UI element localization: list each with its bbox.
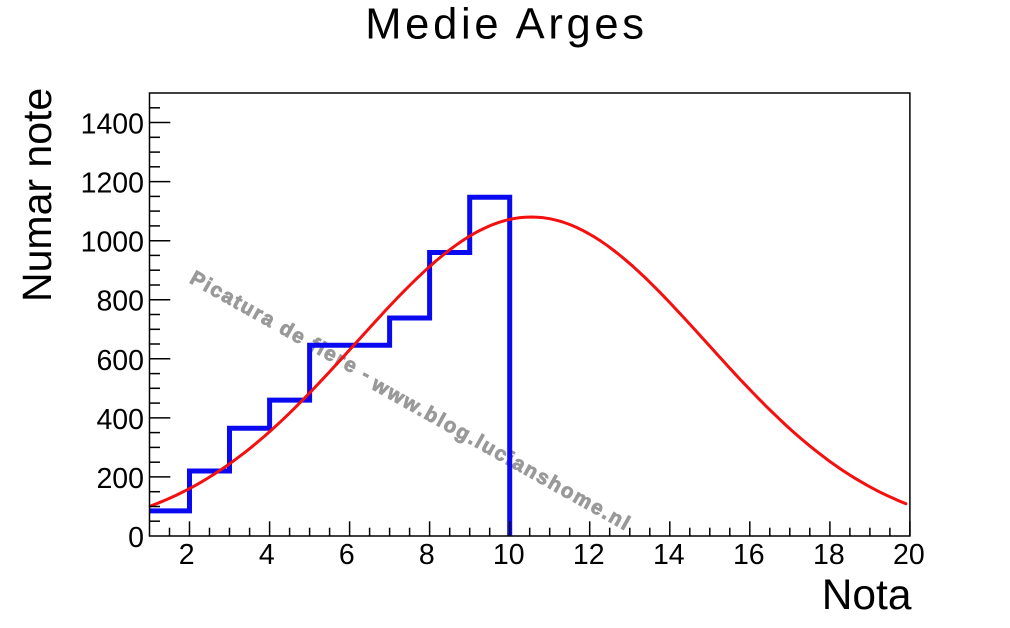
- svg-text:Numar note: Numar note: [14, 88, 60, 302]
- svg-text:1400: 1400: [81, 109, 144, 141]
- svg-text:2: 2: [179, 539, 195, 571]
- svg-text:400: 400: [96, 404, 144, 436]
- svg-text:10: 10: [493, 539, 525, 571]
- svg-text:14: 14: [653, 539, 685, 571]
- svg-text:Medie Arges: Medie Arges: [365, 1, 648, 49]
- svg-text:Nota: Nota: [822, 572, 912, 619]
- svg-text:12: 12: [573, 539, 605, 571]
- svg-text:0: 0: [128, 522, 144, 554]
- svg-text:200: 200: [96, 463, 144, 495]
- svg-text:1200: 1200: [81, 168, 144, 200]
- svg-text:600: 600: [96, 345, 144, 377]
- svg-text:6: 6: [339, 539, 355, 571]
- svg-text:4: 4: [259, 539, 275, 571]
- svg-text:18: 18: [813, 539, 845, 571]
- svg-text:8: 8: [419, 539, 435, 571]
- svg-text:1000: 1000: [81, 227, 144, 259]
- svg-text:800: 800: [96, 286, 144, 318]
- svg-text:20: 20: [893, 539, 925, 571]
- svg-text:16: 16: [733, 539, 765, 571]
